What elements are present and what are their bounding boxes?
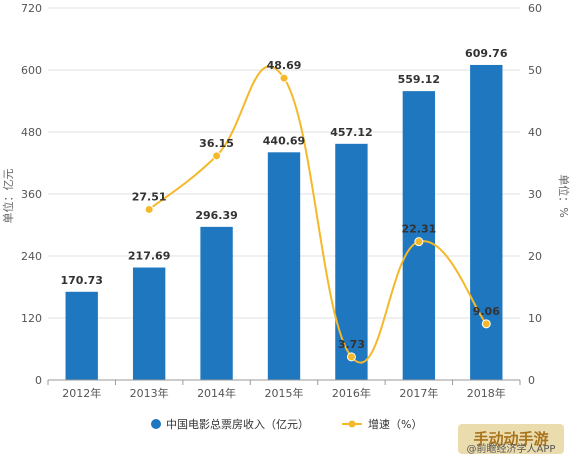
y-tick-label: 480 xyxy=(21,126,42,139)
y2-tick-label: 0 xyxy=(528,374,535,387)
bar-value-label: 457.12 xyxy=(330,126,372,139)
y2-tick-label: 20 xyxy=(528,250,542,263)
growth-value-label: 9.06 xyxy=(473,305,500,318)
watermark-source: @前瞻经济学人APP xyxy=(467,442,556,455)
bar-value-label: 440.69 xyxy=(263,134,305,147)
x-tick-label: 2016年 xyxy=(332,386,371,400)
x-tick-label: 2017年 xyxy=(399,386,438,400)
legend: 中国电影总票房收入（亿元） 增速（%） xyxy=(151,417,422,431)
legend-line-label: 增速（%） xyxy=(368,417,422,431)
bar xyxy=(470,64,503,380)
growth-point xyxy=(279,73,289,83)
y-tick-label: 240 xyxy=(21,250,42,263)
y2-tick-label: 50 xyxy=(528,64,542,77)
watermark-badge: 手动动手游 xyxy=(473,430,548,448)
x-tick-label: 2014年 xyxy=(197,386,236,400)
growth-value-label: 27.51 xyxy=(132,190,167,203)
y-tick-label: 120 xyxy=(21,312,42,325)
growth-point xyxy=(414,237,424,247)
growth-point xyxy=(144,204,154,214)
y2-tick-label: 30 xyxy=(528,188,542,201)
legend-bar-label: 中国电影总票房收入（亿元） xyxy=(166,417,309,431)
y2-tick-label: 40 xyxy=(528,126,542,139)
y-tick-label: 720 xyxy=(21,2,42,15)
watermark-footer: 手动动手游 @前瞻经济学人APP xyxy=(458,424,564,455)
growth-value-label: 22.31 xyxy=(401,223,436,236)
bar-series xyxy=(65,64,503,380)
growth-point xyxy=(346,352,356,362)
bar xyxy=(267,152,301,380)
y-axis-title: 单位：亿元 xyxy=(1,169,15,224)
legend-line-dot xyxy=(348,420,356,428)
growth-point xyxy=(481,319,491,329)
y-tick-label: 600 xyxy=(21,64,42,77)
growth-point xyxy=(212,151,222,161)
y2-axis-title: 单位：% xyxy=(557,174,571,217)
y2-tick-label: 60 xyxy=(528,2,542,15)
x-tick-label: 2013年 xyxy=(130,386,169,400)
data-labels: 170.73 217.69 296.39 440.69 457.12 559.12 609.… xyxy=(60,47,507,351)
y-tick-label: 0 xyxy=(35,374,42,387)
bar-value-label: 609.76 xyxy=(465,47,508,60)
bar-value-label: 559.12 xyxy=(398,73,440,86)
bar xyxy=(65,291,98,380)
legend-bar-marker xyxy=(151,419,161,429)
bar-value-label: 170.73 xyxy=(60,274,102,287)
bar xyxy=(402,91,436,380)
growth-value-label: 48.69 xyxy=(267,59,302,72)
watermark-badge-background xyxy=(458,424,564,454)
x-tick-label: 2015年 xyxy=(265,386,304,400)
growth-value-label: 3.73 xyxy=(338,338,365,351)
growth-value-label: 36.15 xyxy=(199,137,234,150)
bar xyxy=(335,143,368,380)
bar-value-label: 296.39 xyxy=(195,209,237,222)
x-tick-label: 2018年 xyxy=(467,386,506,400)
axes: 0 120 240 360 480 600 720 0 10 20 30 40 50 60 2012年 201… xyxy=(21,2,542,400)
x-tick-label: 2012年 xyxy=(62,386,101,400)
y2-tick-label: 10 xyxy=(528,312,542,325)
y-tick-label: 360 xyxy=(21,188,42,201)
bar-value-label: 217.69 xyxy=(128,250,170,263)
bar xyxy=(132,267,166,380)
bar xyxy=(200,226,233,380)
line-series xyxy=(144,65,491,364)
